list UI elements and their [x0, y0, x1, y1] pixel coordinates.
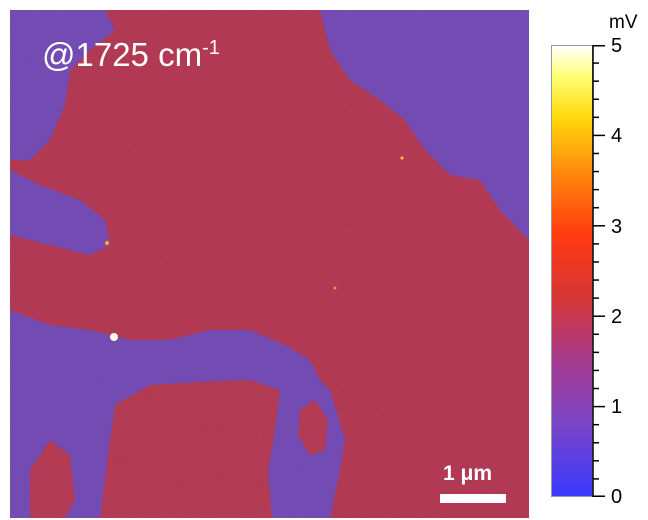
- wavenumber-label: @1725 cm-1: [42, 36, 220, 73]
- hot-spot: [105, 241, 109, 245]
- colorbar-tick-1: 1: [611, 396, 623, 418]
- afm-ir-map: @1725 cm-1 1 μm: [10, 10, 529, 518]
- colorbar: [551, 45, 593, 497]
- hot-spot: [333, 286, 337, 290]
- colorbar-tick-5: 5: [611, 35, 623, 57]
- colorbar-tick-3: 3: [611, 216, 623, 238]
- colorbar-tick-2: 2: [611, 306, 623, 328]
- hot-spot: [110, 333, 118, 341]
- colorbar-tick-0: 0: [611, 486, 623, 508]
- map-image: [10, 10, 529, 518]
- scale-bar-label: 1 μm: [443, 462, 493, 485]
- colorbar-ticks: [592, 45, 605, 497]
- hot-spot: [400, 156, 404, 160]
- colorbar-tick-4: 4: [611, 125, 623, 147]
- colorbar-unit: mV: [609, 12, 638, 33]
- scale-bar: [440, 494, 506, 503]
